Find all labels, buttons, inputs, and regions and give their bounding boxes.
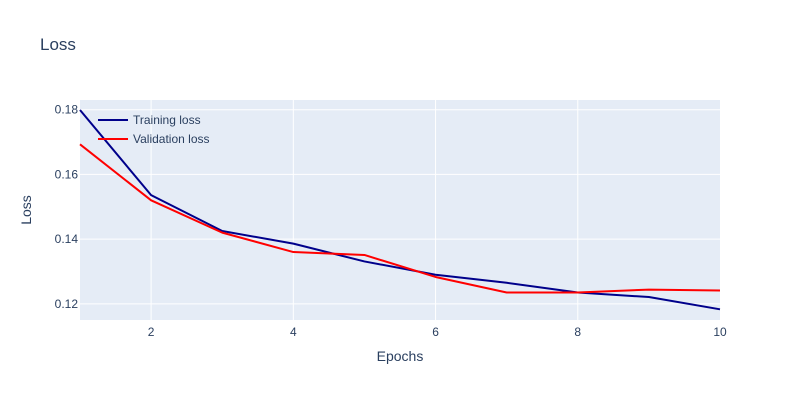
y-tick-label: 0.12	[55, 297, 79, 311]
plot-area	[80, 100, 720, 320]
x-tick-label: 6	[432, 325, 439, 339]
y-tick-label: 0.18	[55, 103, 79, 117]
chart-title: Loss	[40, 35, 76, 54]
series-line-validation-loss	[79, 143, 721, 294]
x-axis-label: Epochs	[377, 348, 424, 364]
y-axis-ticks: 0.12 0.14 0.16 0.18	[55, 103, 79, 311]
x-tick-label: 2	[148, 325, 155, 339]
x-tick-label: 4	[290, 325, 297, 339]
series-lines	[79, 109, 721, 311]
y-tick-label: 0.16	[55, 167, 79, 181]
y-axis-label: Loss	[18, 195, 34, 225]
grid-lines	[80, 100, 720, 320]
series-line-training-loss	[79, 109, 721, 311]
x-tick-label: 8	[574, 325, 581, 339]
x-axis-ticks: 2 4 6 8 10	[148, 325, 727, 339]
legend: Training loss Validation loss	[98, 113, 210, 146]
legend-item-label: Validation loss	[133, 132, 210, 146]
x-tick-label: 10	[713, 325, 727, 339]
y-tick-label: 0.14	[55, 232, 79, 246]
legend-item-label: Training loss	[133, 113, 201, 127]
